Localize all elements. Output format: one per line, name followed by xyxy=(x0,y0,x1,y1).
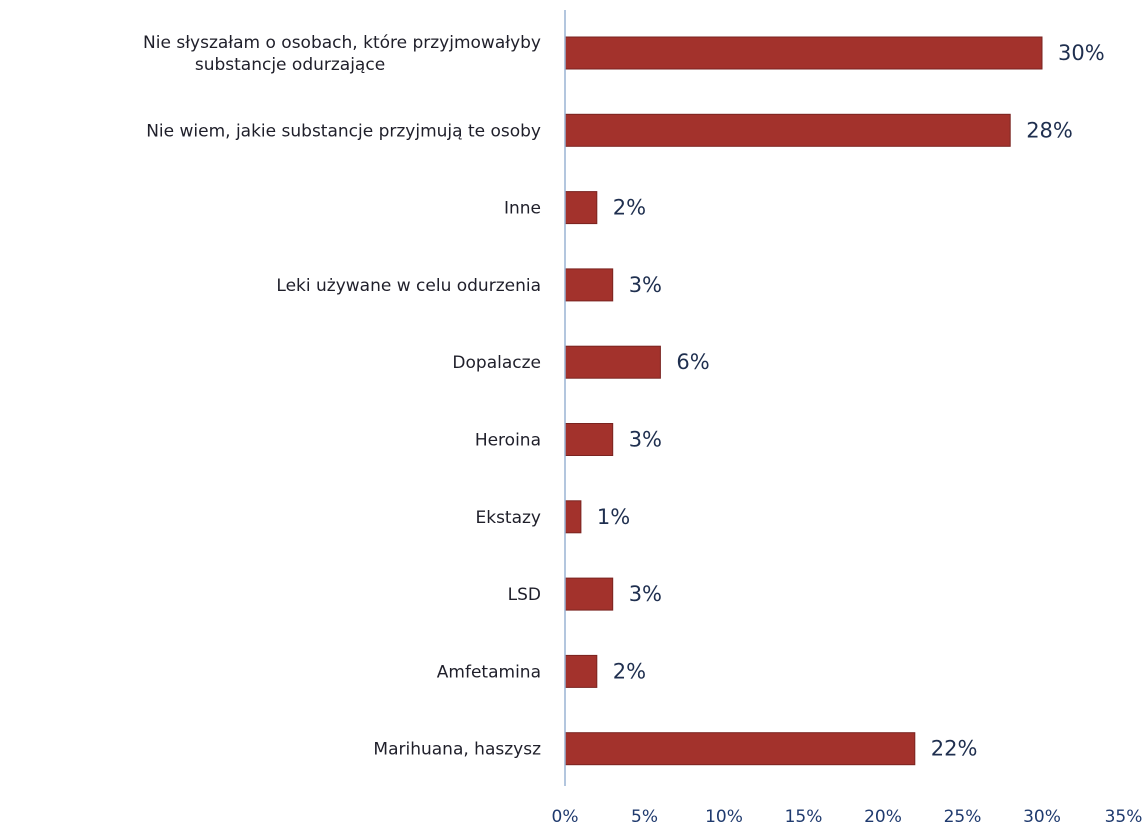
value-labels-group: 30% 28% 2% 3% 6% 3% 1% 3% 2% 22% xyxy=(597,41,1105,761)
x-tick-label: 10% xyxy=(705,807,743,827)
bar xyxy=(564,500,582,534)
x-tick-label: 30% xyxy=(1023,807,1061,827)
category-label: Dopalacze xyxy=(452,353,541,373)
x-tick-label: 20% xyxy=(864,807,902,827)
bar xyxy=(564,268,614,302)
bar xyxy=(564,345,661,379)
value-label: 3% xyxy=(629,273,662,297)
x-tick-label: 25% xyxy=(944,807,982,827)
bar xyxy=(564,732,916,766)
x-tick-labels-group: 0% 5% 10% 15% 20% 25% 30% 35% xyxy=(552,807,1142,827)
x-tick-label: 0% xyxy=(552,807,579,827)
bar xyxy=(564,191,598,225)
category-label: LSD xyxy=(508,585,541,605)
value-label: 30% xyxy=(1058,41,1105,65)
bar xyxy=(564,113,1011,147)
category-label: Inne xyxy=(504,199,541,219)
value-label: 22% xyxy=(931,737,978,761)
x-tick-label: 35% xyxy=(1105,807,1142,827)
category-label: Ekstazy xyxy=(475,508,541,528)
bar xyxy=(564,423,614,456)
value-label: 2% xyxy=(613,196,646,220)
category-label: Marihuana, haszysz xyxy=(373,740,541,760)
category-labels-group: Nie słyszałam o osobach, które przyjmowa… xyxy=(143,33,541,760)
category-label: Nie wiem, jakie substancje przyjmują te … xyxy=(146,121,541,141)
value-label: 2% xyxy=(613,659,646,683)
x-tick-label: 5% xyxy=(631,807,658,827)
bar xyxy=(564,654,598,688)
bars-group xyxy=(564,36,1043,766)
x-tick-label: 15% xyxy=(785,807,823,827)
value-label: 1% xyxy=(597,505,630,529)
value-label: 28% xyxy=(1026,118,1073,142)
value-label: 3% xyxy=(629,428,662,452)
bar xyxy=(564,577,614,611)
bar xyxy=(564,36,1043,70)
category-label: Heroina xyxy=(475,431,541,451)
category-label: Leki używane w celu odurzenia xyxy=(276,276,541,296)
value-label: 3% xyxy=(629,582,662,606)
category-label: Amfetamina xyxy=(437,662,541,682)
category-label: Nie słyszałam o osobach, które przyjmowa… xyxy=(143,33,541,75)
value-label: 6% xyxy=(676,350,709,374)
